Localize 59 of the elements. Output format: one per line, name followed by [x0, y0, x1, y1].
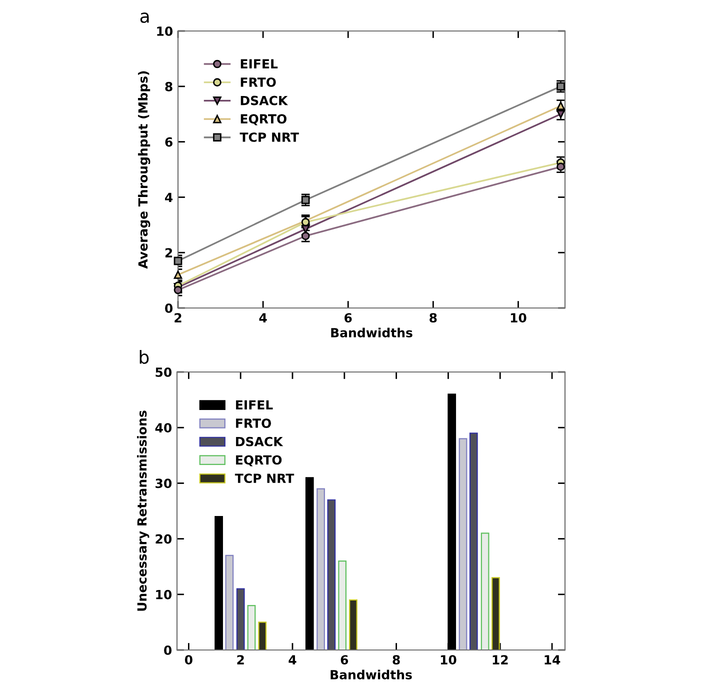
x-tick-label: 4 [259, 313, 267, 322]
x-tick-label: 12 [492, 655, 508, 664]
x-tick-label: 10 [510, 313, 526, 323]
x-axis-title: Bandwidths [330, 670, 412, 680]
bar [225, 554, 234, 650]
x-tick-label: 0 [184, 655, 192, 665]
y-tick-label: 40 [155, 423, 172, 433]
y-tick-label: 4 [165, 192, 173, 202]
bar [236, 588, 245, 650]
point [174, 286, 182, 294]
bar [214, 516, 223, 650]
x-tick-label: 4 [288, 655, 296, 664]
legend-label: EIFEL [236, 400, 273, 410]
bar [258, 622, 267, 650]
x-tick-label: 8 [430, 313, 437, 323]
legend-label: TCP NRT [240, 132, 299, 142]
x-tick-label: 6 [344, 313, 352, 323]
x-tick-label: 14 [544, 655, 560, 664]
bar [327, 499, 336, 650]
bar [349, 599, 358, 650]
y-tick-label: 0 [165, 303, 173, 313]
x-axis-title: Bandwidths [331, 328, 412, 338]
y-tick-label: 10 [157, 26, 173, 36]
y-axis-title: Average Throughput (Mbps) [138, 71, 150, 269]
bar [338, 560, 347, 650]
legend-label: FRTO [236, 418, 272, 428]
x-tick-label: 8 [392, 655, 400, 665]
x-tick-label: 2 [237, 655, 244, 664]
legend-label: EQRTO [240, 114, 286, 126]
legend-label: EIFEL [240, 59, 278, 68]
bar [316, 488, 325, 650]
x-tick-label: 2 [174, 313, 182, 322]
bar [247, 604, 256, 650]
y-tick-label: 0 [164, 645, 172, 655]
y-tick-label: 10 [156, 590, 172, 600]
bar [480, 532, 490, 650]
y-tick-label: 2 [165, 248, 172, 258]
legend-label: TCP NRT [234, 474, 294, 483]
y-tick-label: 30 [156, 478, 172, 488]
y-tick-label: 20 [156, 534, 172, 544]
legend-label: FRTO [240, 77, 276, 87]
bar [458, 438, 468, 650]
chart-title: b [140, 350, 149, 364]
legend-label: EQRTO [236, 455, 282, 466]
bar [448, 394, 456, 650]
x-tick-label: 6 [340, 655, 348, 665]
legend-label: DSACK [236, 436, 284, 446]
bar [469, 432, 478, 650]
point [556, 82, 565, 91]
y-tick-label: 6 [165, 137, 172, 147]
chart-title: a [140, 12, 149, 23]
y-tick-label: 8 [165, 82, 172, 92]
legend-label: DSACK [240, 96, 288, 106]
y-axis-title: Unecessary Retransmissions [136, 410, 150, 611]
x-tick-label: 10 [440, 655, 456, 665]
bar [305, 477, 314, 650]
y-tick-label: 50 [156, 367, 172, 377]
bar [492, 577, 500, 650]
point [556, 162, 565, 171]
